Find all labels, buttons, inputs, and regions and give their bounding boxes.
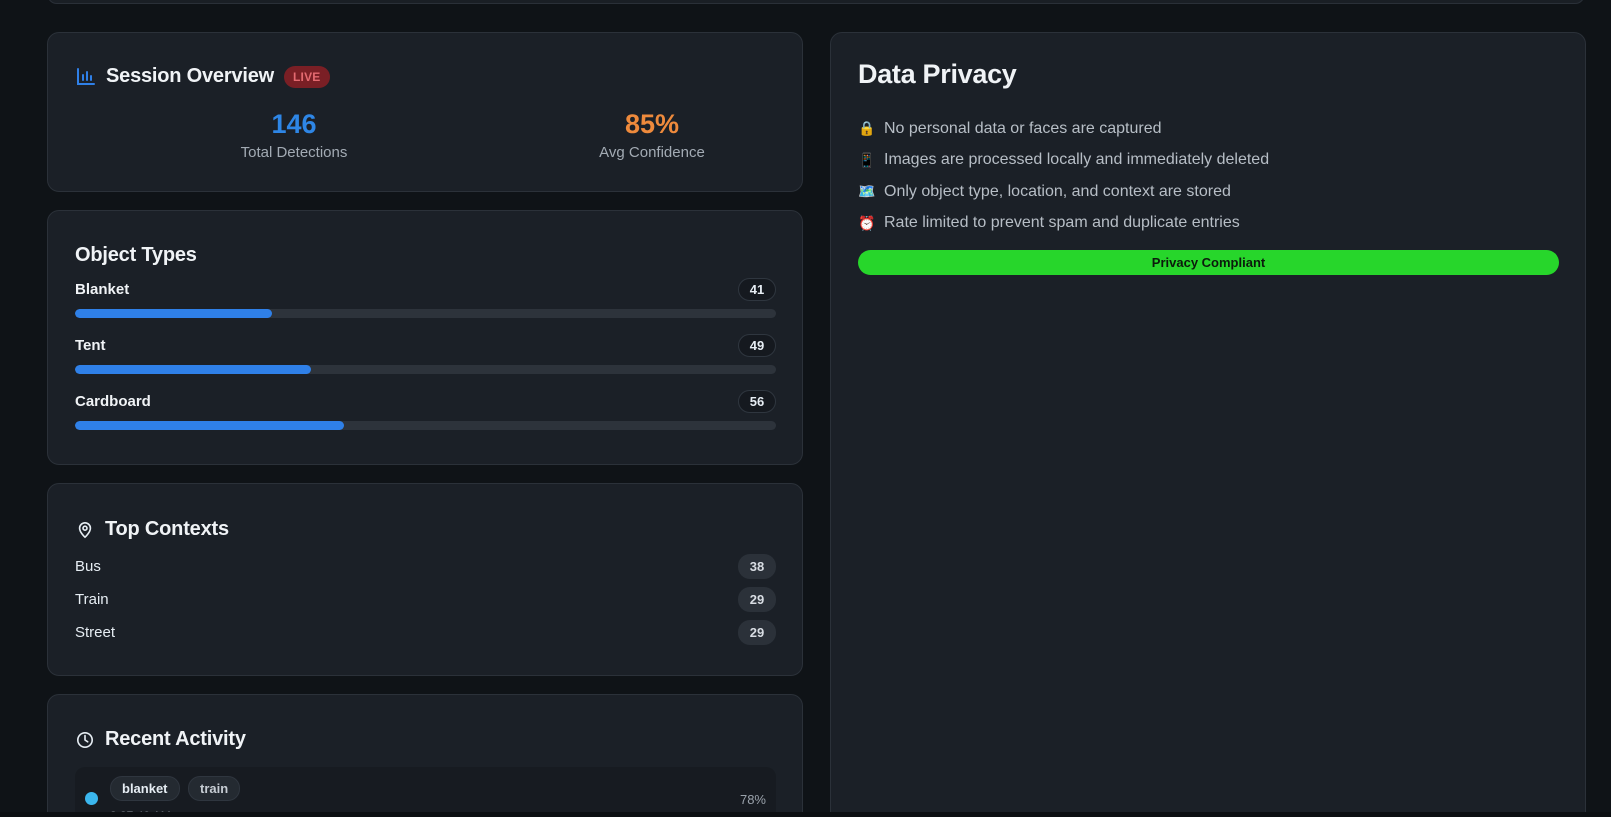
activity-item[interactable]: blanket train 3:37:40 AM 78% bbox=[75, 767, 776, 817]
map-pin-icon bbox=[75, 520, 95, 540]
object-type-label: Blanket bbox=[75, 280, 130, 298]
stat-value: 85% bbox=[624, 109, 680, 139]
object-type-label: Tent bbox=[75, 336, 106, 354]
mobile-phone-icon: 📱 bbox=[858, 151, 876, 168]
data-privacy-title: Data Privacy bbox=[858, 59, 1017, 89]
session-overview-title: Session Overview bbox=[106, 65, 275, 87]
object-types-title: Object Types bbox=[75, 244, 197, 266]
object-types-header: Object Types bbox=[75, 244, 197, 267]
lock-icon: 🔒 bbox=[858, 120, 876, 137]
object-type-bar bbox=[75, 309, 776, 318]
session-overview-card: Session Overview LIVE 146 Total Detectio… bbox=[47, 32, 803, 192]
context-row-train: Train 29 bbox=[75, 587, 776, 612]
session-overview-header: Session Overview LIVE bbox=[76, 65, 330, 88]
object-type-bar-fill bbox=[75, 421, 345, 430]
privacy-list: 🔒 No personal data or faces are captured… bbox=[858, 113, 1558, 239]
top-contexts-header: Top Contexts bbox=[75, 518, 229, 541]
privacy-item-text: No personal data or faces are captured bbox=[884, 119, 1162, 137]
alarm-clock-icon: ⏰ bbox=[858, 214, 876, 231]
object-type-label: Cardboard bbox=[75, 392, 151, 410]
context-count: 38 bbox=[738, 554, 776, 579]
activity-object-tag: blanket bbox=[110, 776, 180, 801]
object-type-bar bbox=[75, 421, 776, 430]
privacy-compliant-badge: Privacy Compliant bbox=[858, 250, 1559, 275]
privacy-item: 🔒 No personal data or faces are captured bbox=[858, 113, 1558, 145]
live-badge: LIVE bbox=[284, 65, 330, 88]
privacy-item: 🗺️ Only object type, location, and conte… bbox=[858, 176, 1558, 208]
privacy-item: 📱 Images are processed locally and immed… bbox=[858, 145, 1558, 177]
context-row-bus: Bus 38 bbox=[75, 554, 776, 579]
context-label: Train bbox=[75, 591, 109, 608]
data-privacy-card: Data Privacy 🔒 No personal data or faces… bbox=[830, 32, 1586, 817]
object-type-row-cardboard: Cardboard 56 bbox=[75, 389, 776, 430]
privacy-item-text: Images are processed locally and immedia… bbox=[884, 151, 1270, 169]
top-contexts-title: Top Contexts bbox=[105, 518, 229, 540]
privacy-item-text: Rate limited to prevent spam and duplica… bbox=[884, 214, 1240, 232]
stat-avg-confidence: 85% Avg Confidence bbox=[532, 109, 772, 161]
object-type-bar-fill bbox=[75, 309, 272, 318]
stat-label: Total Detections bbox=[240, 144, 348, 161]
recent-activity-header: Recent Activity bbox=[75, 728, 246, 751]
privacy-item-text: Only object type, location, and context … bbox=[884, 182, 1231, 200]
map-icon: 🗺️ bbox=[858, 183, 876, 200]
recent-activity-card: Recent Activity blanket train 3:37:40 AM… bbox=[47, 694, 803, 817]
object-type-bar-fill bbox=[75, 365, 311, 374]
activity-confidence: 78% bbox=[739, 792, 766, 807]
object-type-count: 56 bbox=[738, 389, 776, 413]
object-type-row-tent: Tent 49 bbox=[75, 333, 776, 374]
stat-value: 146 bbox=[271, 109, 317, 139]
object-type-row-blanket: Blanket 41 bbox=[75, 277, 776, 318]
bar-chart-icon bbox=[76, 67, 96, 87]
context-count: 29 bbox=[738, 620, 776, 645]
context-label: Bus bbox=[75, 558, 101, 575]
recent-activity-title: Recent Activity bbox=[105, 728, 246, 750]
context-label: Street bbox=[75, 624, 116, 641]
privacy-item: ⏰ Rate limited to prevent spam and dupli… bbox=[858, 208, 1558, 240]
object-type-count: 41 bbox=[738, 277, 776, 301]
stat-total-detections: 146 Total Detections bbox=[174, 109, 414, 161]
clock-icon bbox=[75, 730, 95, 750]
stat-label: Avg Confidence bbox=[599, 144, 705, 161]
object-type-count: 49 bbox=[738, 333, 776, 357]
context-row-street: Street 29 bbox=[75, 620, 776, 645]
object-type-bar bbox=[75, 365, 776, 374]
top-contexts-card: Top Contexts Bus 38 Train 29 Street 29 bbox=[47, 483, 803, 676]
bottom-edge bbox=[0, 812, 1611, 817]
top-toolbar bbox=[47, 0, 1585, 4]
object-types-card: Object Types Blanket 41 Tent 49 Cardboar… bbox=[47, 210, 803, 465]
status-dot bbox=[85, 792, 98, 805]
context-count: 29 bbox=[738, 587, 776, 612]
activity-context-tag: train bbox=[188, 776, 241, 801]
